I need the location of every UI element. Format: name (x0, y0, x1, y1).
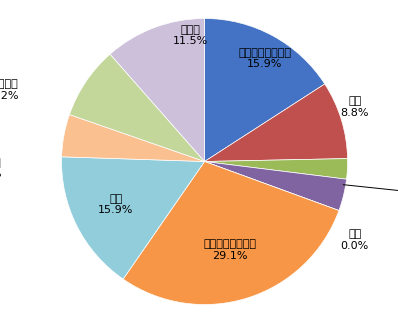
Wedge shape (123, 162, 339, 305)
Wedge shape (205, 162, 347, 211)
Text: 結婚・離婚・縁組
29.1%: 結婚・離婚・縁組 29.1% (204, 239, 257, 261)
Text: 就職・転職・転業
15.9%: 就職・転職・転業 15.9% (238, 48, 291, 69)
Text: 就学
3.6%: 就学 3.6% (343, 182, 398, 204)
Wedge shape (205, 162, 339, 211)
Text: 住宅
15.9%: 住宅 15.9% (98, 193, 134, 215)
Wedge shape (62, 115, 205, 162)
Text: 交通の利便性
4.8%: 交通の利便性 4.8% (0, 158, 2, 180)
Text: 転勤
8.8%: 転勤 8.8% (341, 96, 369, 118)
Wedge shape (205, 18, 325, 162)
Text: 生活の利便性
8.2%: 生活の利便性 8.2% (0, 79, 19, 101)
Wedge shape (205, 84, 347, 162)
Text: その他
11.5%: その他 11.5% (173, 25, 208, 47)
Wedge shape (205, 159, 347, 179)
Wedge shape (110, 18, 205, 162)
Wedge shape (62, 157, 205, 279)
Wedge shape (70, 54, 205, 162)
Text: 卒業
0.0%: 卒業 0.0% (341, 229, 369, 251)
